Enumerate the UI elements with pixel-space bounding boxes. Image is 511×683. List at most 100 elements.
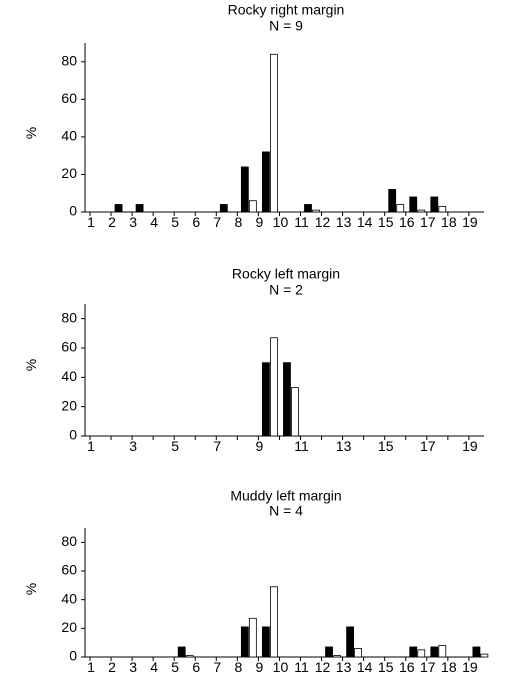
y-tick-label: 40 xyxy=(61,590,77,606)
chart-subtitle: N = 9 xyxy=(269,18,303,34)
bar-filled xyxy=(261,626,270,658)
x-tick-label: 7 xyxy=(213,659,221,675)
x-tick-label: 19 xyxy=(462,438,478,454)
y-tick-label: 60 xyxy=(61,562,77,578)
x-tick-label: 14 xyxy=(357,659,373,675)
y-tick-label: 20 xyxy=(61,397,77,413)
x-tick-label: 6 xyxy=(192,214,200,230)
chart-subtitle: N = 4 xyxy=(269,503,303,519)
x-tick-label: 9 xyxy=(256,438,264,454)
bar-open xyxy=(480,653,489,658)
y-tick-label: 80 xyxy=(61,309,77,325)
x-tick-label: 18 xyxy=(441,659,457,675)
chart-title: Rocky right margin xyxy=(228,2,345,18)
bar-open xyxy=(354,648,363,658)
bar-open xyxy=(185,655,194,658)
x-tick-label: 19 xyxy=(462,659,478,675)
bar-filled xyxy=(135,204,144,213)
x-tick-label: 17 xyxy=(420,214,436,230)
x-tick-label: 6 xyxy=(192,659,200,675)
x-tick-label: 15 xyxy=(378,659,394,675)
bar-open xyxy=(291,387,299,437)
bar-open xyxy=(269,53,278,213)
bar-open xyxy=(438,645,447,658)
bar-open xyxy=(312,209,320,213)
y-tick-label: 80 xyxy=(61,52,77,68)
chart-title: Rocky left margin xyxy=(232,266,340,282)
x-tick-label: 17 xyxy=(420,438,436,454)
y-axis-label: % xyxy=(23,127,39,139)
bar-filled xyxy=(388,189,397,213)
x-tick-label: 13 xyxy=(336,659,352,675)
x-tick-label: 16 xyxy=(399,214,415,230)
x-tick-label: 9 xyxy=(256,659,264,675)
x-tick-label: 3 xyxy=(129,438,137,454)
bar-open xyxy=(396,204,405,213)
bar-open xyxy=(333,655,341,658)
x-tick-label: 16 xyxy=(399,659,415,675)
x-tick-label: 3 xyxy=(129,214,137,230)
bar-filled xyxy=(114,204,123,213)
x-tick-label: 10 xyxy=(273,659,289,675)
x-tick-label: 14 xyxy=(357,214,373,230)
y-tick-label: 60 xyxy=(61,90,77,106)
chart-title: Muddy left margin xyxy=(230,488,341,504)
x-tick-label: 15 xyxy=(378,214,394,230)
bar-open xyxy=(269,337,278,437)
x-tick-label: 2 xyxy=(108,659,116,675)
bar-filled xyxy=(240,166,249,213)
bar-filled xyxy=(304,204,312,213)
x-tick-label: 18 xyxy=(441,214,457,230)
x-tick-label: 5 xyxy=(171,438,179,454)
x-tick-label: 8 xyxy=(234,659,242,675)
bar-filled xyxy=(430,646,439,658)
x-tick-label: 10 xyxy=(273,214,289,230)
x-tick-label: 5 xyxy=(171,659,179,675)
x-tick-label: 11 xyxy=(294,438,309,454)
x-tick-label: 13 xyxy=(336,214,352,230)
bar-open xyxy=(438,205,447,213)
bar-filled xyxy=(261,362,270,437)
x-tick-label: 3 xyxy=(129,659,137,675)
x-tick-label: 11 xyxy=(294,214,309,230)
x-tick-label: 11 xyxy=(294,659,309,675)
x-tick-label: 1 xyxy=(87,214,95,230)
y-tick-label: 40 xyxy=(61,368,77,384)
x-tick-label: 17 xyxy=(420,659,436,675)
bar-open xyxy=(248,617,257,658)
x-tick-label: 7 xyxy=(213,438,221,454)
x-tick-label: 15 xyxy=(378,438,394,454)
bar-filled xyxy=(346,626,355,658)
x-tick-label: 1 xyxy=(87,659,95,675)
x-tick-label: 5 xyxy=(171,214,179,230)
bar-open xyxy=(417,209,426,213)
bar-filled xyxy=(325,646,333,658)
x-tick-label: 19 xyxy=(462,214,478,230)
x-tick-label: 2 xyxy=(108,214,116,230)
x-tick-label: 4 xyxy=(150,659,158,675)
y-tick-label: 0 xyxy=(69,648,77,664)
bar-filled xyxy=(409,646,418,658)
y-tick-label: 20 xyxy=(61,619,77,635)
x-tick-label: 4 xyxy=(150,214,158,230)
x-tick-label: 9 xyxy=(256,214,264,230)
bar-filled xyxy=(240,626,249,658)
chart-subtitle: N = 2 xyxy=(269,282,303,298)
y-tick-label: 80 xyxy=(61,533,77,549)
x-tick-label: 12 xyxy=(315,214,331,230)
bar-filled xyxy=(261,151,270,213)
bar-open xyxy=(417,649,426,658)
bar-filled xyxy=(472,646,481,658)
bar-filled xyxy=(177,646,186,658)
y-tick-label: 60 xyxy=(61,339,77,355)
bar-filled xyxy=(430,196,439,213)
y-tick-label: 0 xyxy=(69,427,77,443)
x-tick-label: 12 xyxy=(315,659,331,675)
bar-filled xyxy=(219,204,228,213)
y-axis-label: % xyxy=(23,359,39,371)
y-tick-label: 40 xyxy=(61,128,77,144)
bar-filled xyxy=(283,362,291,437)
y-tick-label: 20 xyxy=(61,165,77,181)
